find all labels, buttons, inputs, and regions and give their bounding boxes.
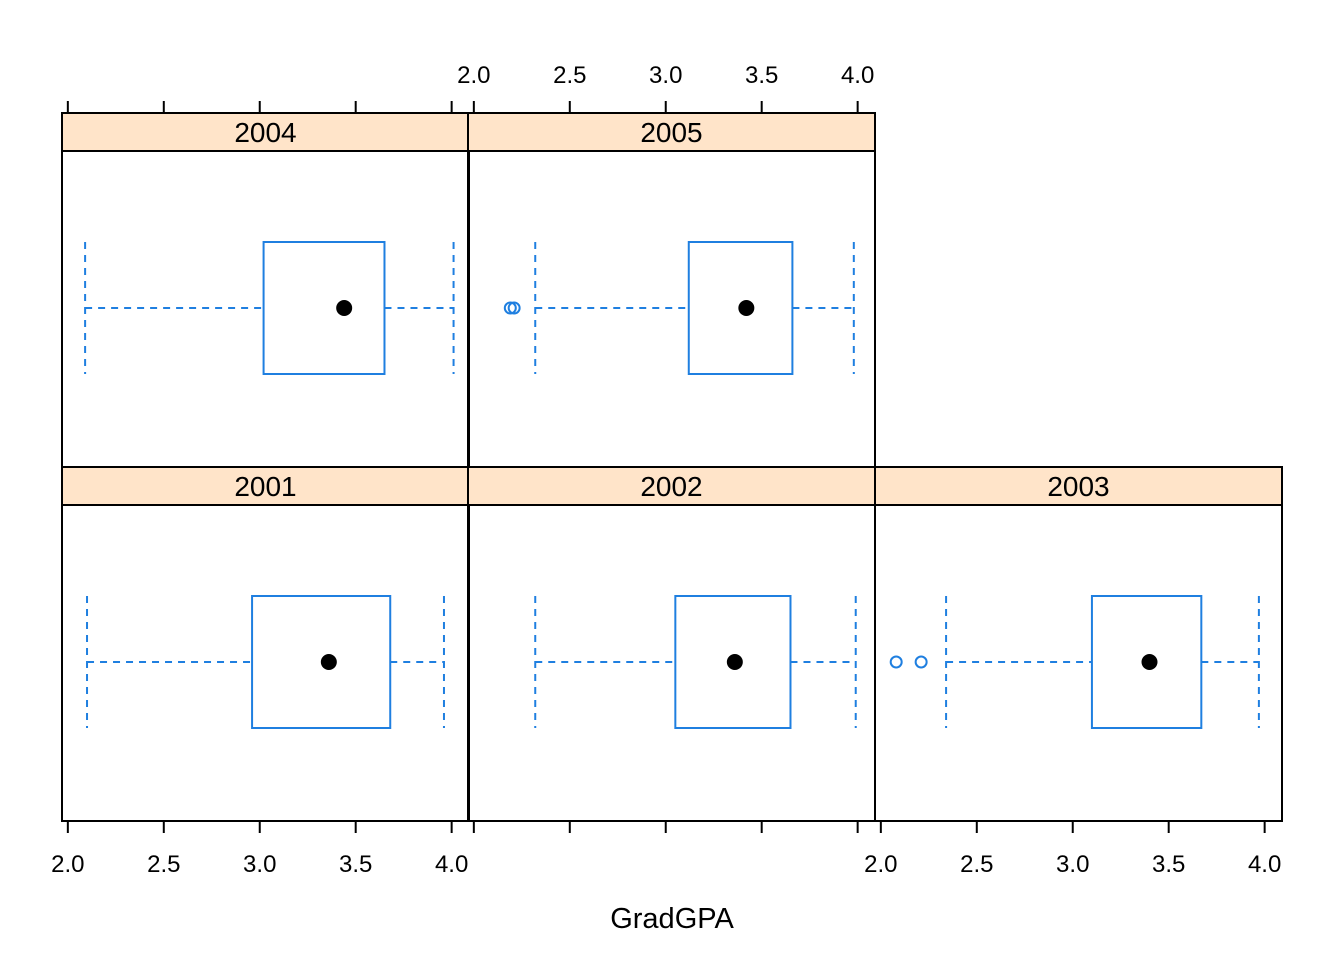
outlier-2003-1	[914, 655, 928, 669]
strip-label-2004: 2004	[234, 117, 296, 148]
panel-frame-2004	[61, 112, 470, 468]
top-tick-label-c1-2: 3.0	[649, 62, 682, 89]
top-tick-label-c1-1: 2.5	[553, 62, 586, 89]
panel-2003: 2003	[874, 466, 1283, 822]
bottom-tick-label-c2-1: 2.5	[960, 851, 993, 878]
panel-2004: 2004	[61, 112, 470, 468]
strip-2002	[468, 467, 875, 505]
bottom-tick-label-c2-4: 4.0	[1248, 851, 1281, 878]
strip-label-2001: 2001	[234, 471, 296, 502]
strip-label-2003: 2003	[1047, 471, 1109, 502]
bottom-tick-label-c0-1: 2.5	[147, 851, 180, 878]
top-tick-label-c1-0: 2.0	[457, 62, 490, 89]
outlier-2003-0	[889, 655, 903, 669]
top-tick-label-c1-4: 4.0	[841, 62, 874, 89]
bottom-tick-label-c0-2: 3.0	[243, 851, 276, 878]
bottom-tick-label-c0-3: 3.5	[339, 851, 372, 878]
median-dot-2001	[320, 654, 337, 670]
panel-frame-2001	[61, 466, 470, 822]
outlier-2005-0	[503, 301, 517, 315]
box-2004	[262, 241, 386, 375]
median-dot-2002	[726, 654, 743, 670]
x-axis-title: GradGPA	[610, 903, 734, 935]
strip-label-2002: 2002	[640, 471, 702, 502]
panel-2005: 2005	[467, 112, 876, 468]
strip-2003	[875, 467, 1282, 505]
box-2003	[1090, 595, 1203, 729]
strip-2001	[62, 467, 469, 505]
panel-2001: 2001	[61, 466, 470, 822]
median-dot-2005	[738, 300, 755, 316]
bottom-tick-label-c2-0: 2.0	[864, 851, 897, 878]
median-dot-2004	[336, 300, 353, 316]
bottom-tick-label-c0-0: 2.0	[51, 851, 84, 878]
box-2001	[251, 595, 392, 729]
median-dot-2003	[1141, 654, 1158, 670]
panel-2002: 2002	[467, 466, 876, 822]
panel-frame-2002	[467, 466, 876, 822]
panel-frame-2003	[874, 466, 1283, 822]
panel-frame-2005	[467, 112, 876, 468]
outlier-2005-1	[507, 301, 521, 315]
panels-layer: 2001 2002 2003 2004 2005	[61, 112, 1283, 822]
box-2002	[674, 595, 792, 729]
strip-2005	[468, 113, 875, 151]
strip-label-2005: 2005	[640, 117, 702, 148]
axes-layer: 2.0 2.5 3.0 3.5 4.0 2.0 2.5 3.0 3.5 4.0 2.0 2.5 3.0 3…	[51, 62, 1281, 878]
bottom-tick-label-c2-2: 3.0	[1056, 851, 1089, 878]
top-tick-label-c1-3: 3.5	[745, 62, 778, 89]
strip-2004	[62, 113, 469, 151]
bottom-tick-label-c0-4: 4.0	[435, 851, 468, 878]
box-2005	[687, 241, 794, 375]
bottom-tick-label-c2-3: 3.5	[1152, 851, 1185, 878]
